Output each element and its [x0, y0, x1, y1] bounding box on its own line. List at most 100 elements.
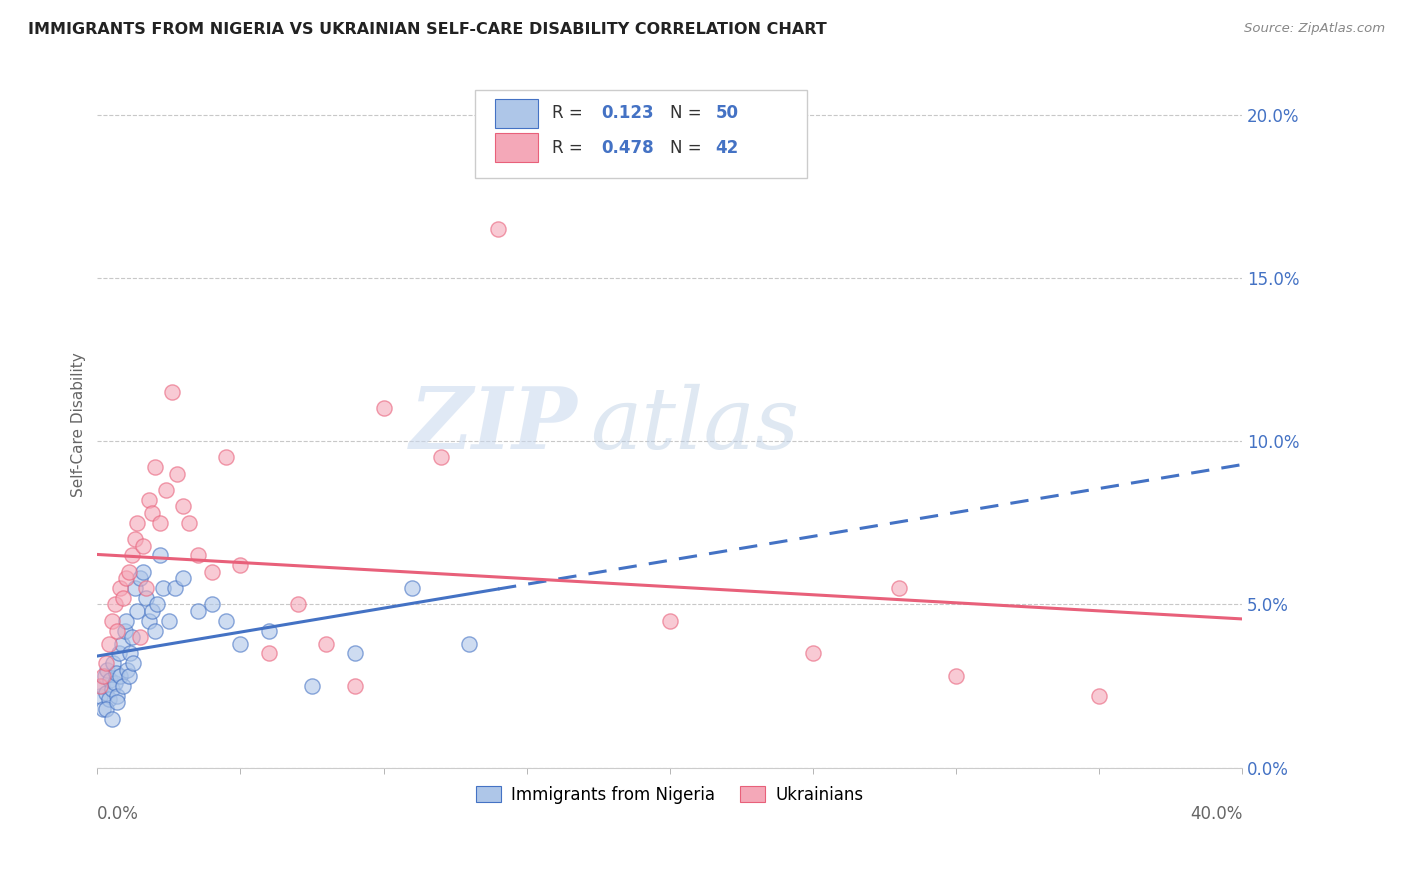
Point — [1088, 689, 1111, 703]
Point — [124, 581, 146, 595]
Point — [105, 695, 128, 709]
Point — [135, 591, 157, 605]
Point — [141, 604, 163, 618]
Point — [229, 558, 252, 573]
Point — [658, 614, 681, 628]
Point — [122, 656, 145, 670]
Point — [100, 614, 122, 628]
Point — [101, 656, 124, 670]
Point — [108, 647, 131, 661]
Text: 42: 42 — [716, 139, 738, 157]
Point — [160, 385, 183, 400]
Point — [93, 669, 115, 683]
Point — [127, 516, 149, 530]
Point — [215, 614, 238, 628]
Point — [117, 663, 139, 677]
Point — [177, 516, 200, 530]
Point — [458, 637, 481, 651]
Point — [97, 637, 120, 651]
Point — [257, 647, 280, 661]
Point — [110, 669, 132, 683]
Point — [430, 450, 453, 465]
Text: N =: N = — [669, 139, 707, 157]
Point — [152, 581, 174, 595]
Legend: Immigrants from Nigeria, Ukrainians: Immigrants from Nigeria, Ukrainians — [470, 780, 870, 811]
Point — [89, 689, 111, 703]
Point — [94, 702, 117, 716]
Point — [201, 598, 224, 612]
Point — [94, 656, 117, 670]
Point — [143, 460, 166, 475]
Text: N =: N = — [669, 104, 707, 122]
Point — [138, 492, 160, 507]
Point — [373, 401, 395, 416]
Point — [155, 483, 177, 497]
Point — [887, 581, 910, 595]
Point — [104, 665, 127, 680]
Point — [801, 647, 824, 661]
FancyBboxPatch shape — [495, 99, 538, 128]
Point — [132, 539, 155, 553]
Point — [129, 571, 152, 585]
Point — [172, 571, 194, 585]
Point — [172, 500, 194, 514]
Point — [132, 565, 155, 579]
Point — [121, 630, 143, 644]
Point — [129, 630, 152, 644]
Point — [100, 682, 122, 697]
Point — [138, 614, 160, 628]
Point — [98, 673, 121, 687]
Point — [118, 669, 141, 683]
Point — [157, 614, 180, 628]
Point — [486, 222, 509, 236]
Text: IMMIGRANTS FROM NIGERIA VS UKRAINIAN SELF-CARE DISABILITY CORRELATION CHART: IMMIGRANTS FROM NIGERIA VS UKRAINIAN SEL… — [28, 22, 827, 37]
Point — [186, 549, 208, 563]
Text: ZIP: ZIP — [411, 383, 578, 467]
Point — [343, 679, 366, 693]
Y-axis label: Self-Care Disability: Self-Care Disability — [72, 352, 86, 497]
Text: 0.123: 0.123 — [602, 104, 654, 122]
Point — [343, 647, 366, 661]
Text: 40.0%: 40.0% — [1189, 805, 1243, 823]
Point — [229, 637, 252, 651]
FancyBboxPatch shape — [475, 90, 807, 178]
Point — [91, 669, 114, 683]
Point — [100, 712, 122, 726]
Point — [124, 532, 146, 546]
Point — [96, 663, 118, 677]
Point — [115, 571, 138, 585]
Point — [103, 598, 125, 612]
Point — [287, 598, 309, 612]
Point — [90, 679, 112, 693]
Point — [186, 604, 208, 618]
Point — [91, 702, 114, 716]
Point — [118, 565, 141, 579]
FancyBboxPatch shape — [495, 133, 538, 162]
Text: 0.0%: 0.0% — [97, 805, 139, 823]
Point — [94, 685, 117, 699]
Point — [105, 624, 128, 638]
Point — [121, 549, 143, 563]
Point — [166, 467, 188, 481]
Point — [112, 591, 135, 605]
Point — [149, 516, 172, 530]
Point — [103, 675, 125, 690]
Point — [945, 669, 967, 683]
Point — [315, 637, 337, 651]
Point — [111, 637, 134, 651]
Point — [401, 581, 423, 595]
Text: atlas: atlas — [589, 384, 799, 467]
Point — [201, 565, 224, 579]
Point — [135, 581, 157, 595]
Point — [215, 450, 238, 465]
Point — [105, 689, 128, 703]
Point — [141, 506, 163, 520]
Point — [115, 614, 138, 628]
Point — [143, 624, 166, 638]
Point — [163, 581, 186, 595]
Point — [127, 604, 149, 618]
Point — [112, 679, 135, 693]
Point — [257, 624, 280, 638]
Text: 0.478: 0.478 — [602, 139, 654, 157]
Point — [97, 692, 120, 706]
